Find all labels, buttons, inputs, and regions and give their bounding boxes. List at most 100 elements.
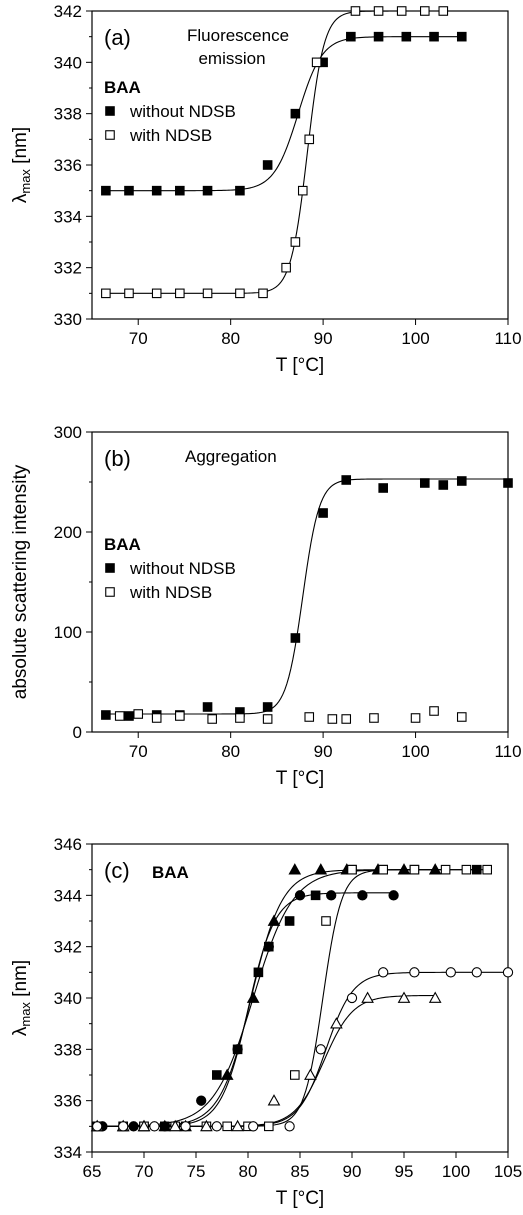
data-point: [290, 237, 301, 247]
legend-label: without NDSB: [129, 559, 236, 578]
y-tick-label: 100: [54, 623, 82, 642]
data-point: [101, 288, 111, 299]
data-point: [419, 478, 430, 488]
y-axis-label: λmax [nm]: [10, 960, 33, 1036]
y-tick-label: 200: [54, 523, 82, 542]
data-point: [281, 262, 291, 273]
data-point: [212, 1070, 222, 1080]
data-point: [502, 967, 514, 978]
data-point: [397, 991, 411, 1003]
data-point: [262, 714, 273, 724]
x-tick-label: 65: [83, 1162, 102, 1181]
chart-panel-2: 70 80 90 100 110 0 100 200 300 T [°C] absolute sca…: [10, 423, 522, 789]
data-point: [347, 864, 357, 875]
data-point: [288, 863, 302, 875]
data-point: [124, 185, 134, 196]
y-tick-label: 334: [54, 207, 82, 226]
data-point: [222, 1121, 232, 1132]
data-point: [461, 864, 472, 875]
x-tick-label: 95: [395, 1162, 414, 1181]
data-point: [471, 864, 482, 875]
legend-marker: [105, 106, 115, 116]
data-point: [304, 134, 315, 145]
data-point: [151, 713, 162, 723]
y-tick-label: 338: [54, 1040, 82, 1059]
data-point: [428, 863, 442, 875]
data-point: [341, 714, 352, 724]
data-point: [101, 185, 111, 196]
y-tick-label: 330: [54, 310, 82, 329]
data-point: [118, 1121, 129, 1132]
data-point: [231, 1119, 244, 1132]
y-tick-label: 336: [54, 156, 82, 175]
y-tick-label: 334: [54, 1143, 82, 1162]
y-tick-label: 336: [54, 1092, 82, 1111]
y-axis-label: absolute scattering intensity: [10, 464, 31, 699]
data-point: [304, 712, 315, 722]
data-point: [304, 1068, 317, 1080]
data-point: [440, 864, 451, 875]
x-axis-label: T [°C]: [276, 1188, 324, 1209]
data-point: [445, 967, 456, 978]
legend-label: without NDSB: [129, 102, 236, 121]
data-point: [341, 475, 352, 485]
legend-marker: [105, 563, 115, 573]
data-point: [246, 991, 260, 1003]
data-point: [149, 1121, 160, 1132]
data-point: [482, 864, 493, 875]
legend-title: BAA: [104, 535, 141, 554]
x-tick-label: 105: [494, 1162, 522, 1181]
chart-panel-3: 65 70 75 80 85 90 95 100 105 334 336 338 340 342 344 34…: [10, 835, 522, 1209]
data-point: [124, 288, 134, 299]
data-point: [369, 713, 379, 723]
data-point: [409, 864, 420, 875]
fit-curve: [105, 478, 508, 715]
data-point: [438, 6, 449, 16]
y-tick-label: 332: [54, 259, 82, 278]
y-tick-label: 300: [54, 423, 82, 442]
data-point: [262, 702, 273, 712]
x-tick-label: 100: [401, 742, 429, 761]
x-tick-label: 70: [129, 742, 148, 761]
data-point: [429, 31, 439, 42]
fit-curve: [105, 11, 444, 294]
legend-title: BAA: [104, 78, 141, 97]
legend-label: with NDSB: [129, 583, 212, 602]
data-point: [361, 991, 374, 1003]
data-point: [378, 967, 389, 978]
data-point: [101, 710, 111, 720]
x-tick-label: 100: [442, 1162, 470, 1181]
data-point: [290, 633, 301, 643]
data-point: [419, 6, 430, 16]
data-point: [151, 288, 162, 299]
data-point: [232, 1044, 243, 1055]
data-point: [137, 1119, 151, 1132]
data-point: [397, 863, 411, 875]
data-point: [202, 702, 213, 712]
data-point: [456, 712, 467, 722]
y-tick-label: 338: [54, 105, 82, 124]
x-tick-label: 80: [221, 742, 240, 761]
data-point: [373, 6, 384, 16]
legend-label: with NDSB: [129, 126, 212, 145]
data-point: [330, 1017, 343, 1029]
data-point: [128, 1121, 139, 1132]
legend-title: BAA: [152, 863, 189, 882]
legend-marker: [105, 130, 115, 140]
data-point: [429, 706, 439, 716]
y-tick-label: 340: [54, 989, 82, 1008]
data-point: [290, 108, 301, 119]
data-point: [175, 288, 185, 299]
data-point: [202, 288, 213, 299]
y-tick-label: 340: [54, 53, 82, 72]
fit-curve: [97, 869, 488, 1127]
data-point: [175, 185, 185, 196]
legend-marker: [105, 587, 115, 597]
data-point: [378, 483, 389, 493]
data-point: [428, 991, 442, 1003]
data-point: [315, 1044, 326, 1055]
data-point: [220, 1068, 234, 1080]
data-point: [326, 890, 337, 901]
data-point: [235, 713, 245, 723]
panel-label: (a): [104, 25, 131, 50]
